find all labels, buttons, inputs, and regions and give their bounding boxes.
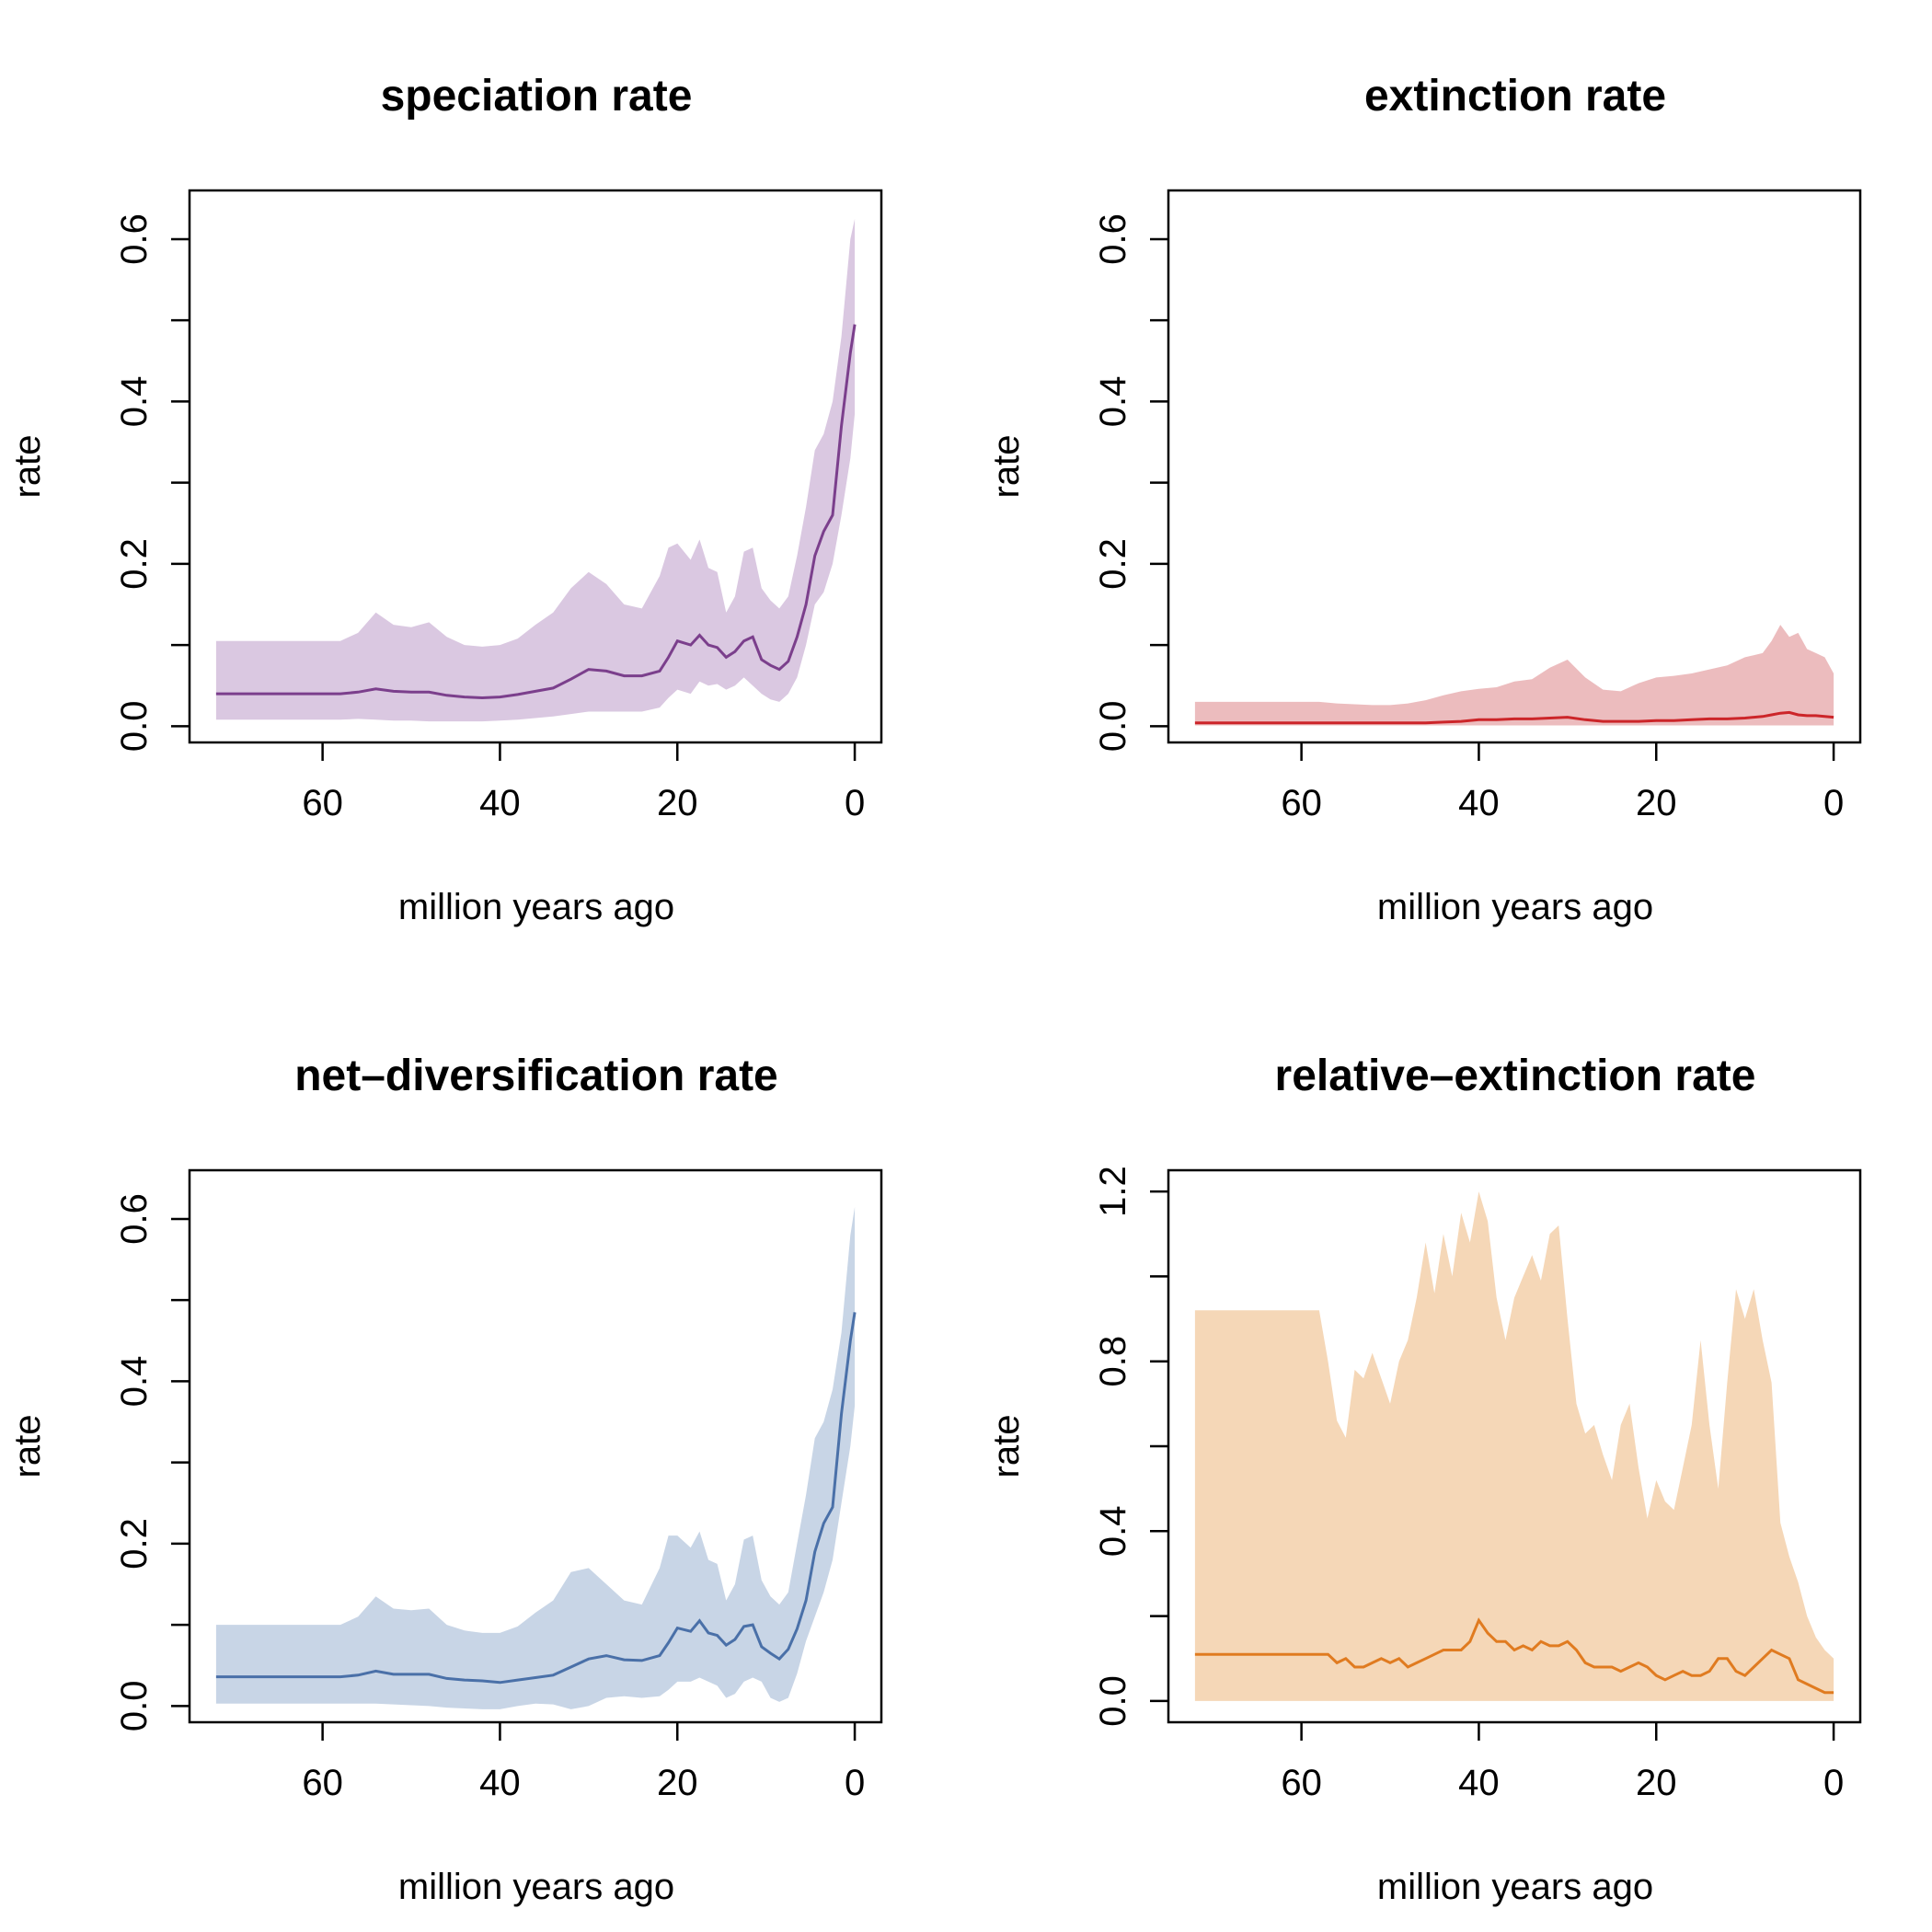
y-tick-label: 0.6	[114, 1193, 155, 1245]
plot-frame	[188, 1168, 883, 1724]
credible-interval-band	[1194, 625, 1834, 726]
x-axis-title: million years ago	[398, 1867, 674, 1907]
mean-rate-line	[215, 324, 857, 700]
panel-net-diversification-rate: net–diversification rate 60 40 20 0 0.0 0.2 0.4…	[7, 1052, 883, 1907]
y-tick-label: 0.2	[114, 538, 155, 590]
x-tick-label: 40	[1458, 783, 1500, 823]
panel-extinction-rate: extinction rate 60 40 20 0 0.0 0.2 0.4 0.6 millio…	[986, 72, 1862, 927]
x-tick-label: 20	[657, 1763, 698, 1803]
y-tick-label: 0.0	[114, 1681, 155, 1732]
y-tick-label: 0.0	[1093, 701, 1133, 753]
x-tick-label: 0	[1823, 783, 1844, 823]
plot-frame	[188, 189, 883, 744]
x-tick-label: 40	[479, 783, 521, 823]
y-tick-label: 0.4	[1093, 376, 1133, 428]
y-tick-label: 0.6	[1093, 213, 1133, 265]
mean-rate-line	[215, 1312, 857, 1685]
x-tick-label: 60	[1281, 783, 1322, 823]
x-axis-title: million years ago	[1377, 1867, 1653, 1907]
y-tick-label: 0.4	[1093, 1506, 1133, 1558]
x-tick-label: 0	[1823, 1763, 1844, 1803]
x-tick-label: 60	[302, 783, 343, 823]
mean-rate-line	[1194, 1617, 1834, 1695]
x-tick-label: 0	[845, 1763, 865, 1803]
x-tick-label: 60	[1281, 1763, 1322, 1803]
panel-relative-extinction-rate: relative–extinction rate 60 40 20 0 0.0 0.4 0.8…	[986, 1052, 1862, 1907]
credible-interval-band	[215, 218, 856, 722]
x-tick-label: 60	[302, 1763, 343, 1803]
y-tick-label: 0.4	[114, 376, 155, 428]
x-tick-label: 40	[1458, 1763, 1500, 1803]
y-tick-label: 0.2	[1093, 538, 1133, 590]
x-tick-label: 20	[1636, 783, 1677, 823]
x-tick-label: 0	[845, 783, 865, 823]
y-axis-title: rate	[7, 1415, 48, 1478]
x-axis-title: million years ago	[1377, 887, 1653, 927]
panel-speciation-rate: speciation rate 60 40 20 0 0.0 0.2 0.4 0.6 millio…	[7, 72, 883, 927]
panel-title: net–diversification rate	[294, 1052, 778, 1100]
plot-frame	[1167, 189, 1862, 744]
panel-title: relative–extinction rate	[1275, 1052, 1756, 1100]
credible-interval-band	[1194, 1191, 1834, 1701]
y-axis-title: rate	[986, 435, 1027, 499]
y-axis-title: rate	[986, 1415, 1027, 1478]
x-tick-label: 40	[479, 1763, 521, 1803]
credible-interval-band	[215, 1206, 856, 1709]
y-tick-label: 0.4	[114, 1356, 155, 1408]
x-axis-title: million years ago	[398, 887, 674, 927]
y-tick-label: 0.2	[114, 1518, 155, 1570]
y-tick-label: 0.8	[1093, 1336, 1133, 1387]
y-tick-label: 0.0	[114, 701, 155, 753]
x-tick-label: 20	[1636, 1763, 1677, 1803]
mean-rate-line	[1194, 710, 1834, 725]
y-tick-label: 0.0	[1093, 1675, 1133, 1727]
panel-title: speciation rate	[381, 72, 693, 121]
x-tick-label: 20	[657, 783, 698, 823]
y-axis-title: rate	[7, 435, 48, 499]
y-tick-label: 1.2	[1093, 1166, 1133, 1217]
y-tick-label: 0.6	[114, 213, 155, 265]
panel-title: extinction rate	[1364, 72, 1666, 121]
